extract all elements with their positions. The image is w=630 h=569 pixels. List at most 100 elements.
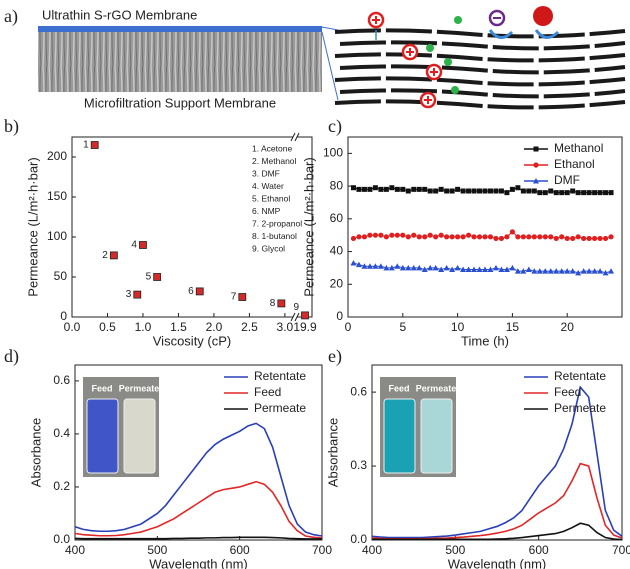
panel-label: e) [328, 346, 342, 367]
connector [321, 31, 339, 101]
legend-entry: 1. Acetone [252, 143, 292, 153]
x-tick-label: 2.0 [206, 320, 223, 334]
marker [389, 232, 395, 238]
x-tick-label: 15 [506, 320, 520, 334]
membrane-layer [38, 26, 322, 32]
marker [586, 190, 592, 196]
marker [509, 264, 516, 271]
marker [471, 234, 477, 240]
marker [153, 273, 162, 281]
marker [444, 188, 450, 194]
marker [537, 190, 543, 196]
marker [542, 190, 548, 196]
y-tick-label: 0.4 [53, 426, 70, 440]
marker [383, 264, 390, 271]
marker [525, 266, 532, 273]
marker [564, 235, 570, 242]
x-tick-label: 5 [399, 320, 406, 334]
marker [575, 234, 581, 240]
series-line [74, 422, 323, 537]
marker [608, 268, 615, 274]
legend-entry: 4. Water [252, 181, 284, 191]
y-tick-label: 0.0 [350, 532, 367, 546]
legend-entry: Methanol [554, 141, 603, 155]
marker [487, 188, 493, 194]
marker [411, 232, 417, 238]
point-label: 8 [270, 298, 276, 309]
marker [405, 264, 412, 271]
marker [602, 235, 609, 242]
x-tick-label: 500 [445, 543, 465, 557]
marker [378, 232, 384, 238]
y-axis-label: Permeance (L/m²·h·bar) [301, 157, 316, 296]
series-line [372, 522, 623, 541]
series-line [74, 480, 323, 539]
marker [476, 266, 483, 273]
y-tick-label: 0.6 [53, 373, 70, 387]
y-tick-label: 0.2 [53, 479, 70, 493]
marker [133, 290, 142, 299]
axis-break [290, 312, 300, 322]
y-tick-label: 0 [336, 309, 343, 323]
marker [498, 235, 505, 242]
legend-entry: Permeate [554, 401, 606, 415]
marker [482, 234, 488, 240]
marker [597, 268, 604, 274]
marker [350, 235, 357, 242]
legend-entry: 2. Methanol [252, 156, 297, 166]
x-tick-label: 1.0 [135, 320, 152, 334]
graphene-layers [334, 28, 626, 110]
marker [455, 234, 461, 240]
axis-break-gap [293, 134, 297, 140]
legend-entry: Ethanol [554, 157, 595, 171]
marker [570, 188, 576, 194]
cuvette [383, 398, 416, 474]
marker [542, 268, 549, 274]
marker [526, 234, 532, 240]
marker [559, 190, 565, 196]
marker [372, 185, 378, 191]
inset-label: Feed [91, 383, 112, 393]
marker [422, 186, 428, 192]
legend-entry: Retentate [554, 369, 606, 383]
marker [405, 188, 411, 194]
marker [449, 188, 455, 194]
point-label: 4 [131, 240, 137, 251]
series-line [371, 385, 623, 539]
marker [465, 232, 472, 238]
y-tick-label: 150 [47, 189, 67, 203]
marker [416, 234, 422, 240]
marker [553, 235, 559, 242]
marker [416, 264, 423, 271]
marker [356, 234, 362, 240]
sem-image [38, 26, 322, 92]
y-tick-label: 200 [47, 149, 67, 163]
cuvette [123, 398, 156, 474]
marker [427, 264, 434, 271]
legend-marker [533, 178, 539, 184]
x-tick-label: 700 [312, 543, 332, 557]
marker [531, 188, 537, 194]
marker [400, 232, 406, 238]
legend-marker [533, 146, 539, 152]
x-tick-label: 10 [451, 320, 465, 334]
plot-frame [74, 364, 323, 541]
marker [361, 234, 368, 240]
inset-label: Permeate [416, 383, 457, 393]
marker [603, 190, 609, 196]
marker [548, 234, 554, 240]
marker [537, 234, 543, 240]
marker [592, 190, 598, 196]
marker [139, 241, 147, 249]
marker [515, 185, 521, 191]
point-label: 9 [293, 302, 299, 313]
marker [195, 287, 204, 296]
marker [591, 268, 598, 274]
marker [482, 266, 488, 273]
marker [109, 251, 118, 260]
marker [421, 266, 428, 273]
marker [569, 268, 576, 274]
y-axis-label: Absorbance [325, 418, 340, 487]
cuvette [420, 398, 453, 474]
